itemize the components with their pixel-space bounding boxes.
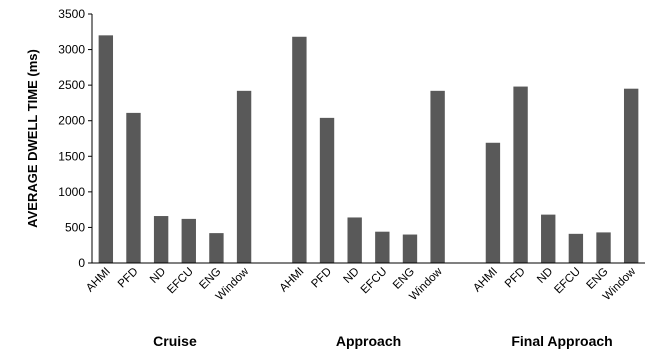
category-label: PFD [503, 266, 528, 291]
bar-approach-window [430, 90, 445, 263]
y-tick-label: 500 [65, 220, 85, 234]
category-label: ND [148, 266, 168, 286]
y-axis: 0 500 1000 1500 2000 2500 3000 3500 [58, 7, 93, 270]
category-label: EFCU [165, 266, 196, 297]
y-tick-label: 1500 [58, 149, 85, 163]
group-label: Cruise [153, 333, 197, 349]
category-label: PFD [116, 266, 141, 291]
bar-cruise-ahmi [98, 35, 114, 263]
bar-cruise-eng [209, 233, 224, 263]
bar-approach-pfd [319, 117, 335, 264]
bar-final-approach-eng [596, 232, 611, 263]
category-label: ND [535, 266, 555, 286]
group-label: Approach [336, 333, 401, 349]
category-label: AHMI [471, 266, 500, 295]
bar-cruise-nd [153, 216, 169, 263]
category-label: EFCU [359, 266, 390, 297]
y-tick-label: 2500 [58, 78, 85, 92]
bar-final-approach-window [623, 88, 639, 263]
y-axis-title: AVERAGE DWELL TIME (ms) [25, 49, 40, 228]
bar-approach-efcu [375, 231, 390, 263]
bar-final-approach-pfd [513, 86, 528, 264]
bar-approach-nd [347, 217, 362, 263]
bar-approach-ahmi [292, 36, 307, 263]
category-label: AHMI [278, 266, 307, 295]
category-label: AHMI [84, 266, 113, 295]
y-tick-label: 3500 [58, 7, 85, 21]
bar-cruise-efcu [181, 218, 196, 263]
bars [98, 35, 639, 264]
bar-cruise-window [236, 90, 252, 263]
bar-approach-eng [402, 234, 418, 263]
y-tick-label: 0 [78, 256, 85, 270]
bar-final-approach-efcu [568, 233, 584, 263]
y-tick-label: 1000 [58, 185, 85, 199]
y-tick-label: 2000 [58, 114, 85, 128]
bar-cruise-pfd [126, 112, 141, 263]
category-label: EFCU [552, 266, 583, 297]
category-label: PFD [309, 266, 334, 291]
group-label: Final Approach [511, 333, 612, 349]
y-tick-label: 3000 [58, 43, 85, 57]
bar-final-approach-ahmi [485, 142, 501, 263]
category-label: ND [342, 266, 362, 286]
bar-final-approach-nd [541, 214, 556, 263]
